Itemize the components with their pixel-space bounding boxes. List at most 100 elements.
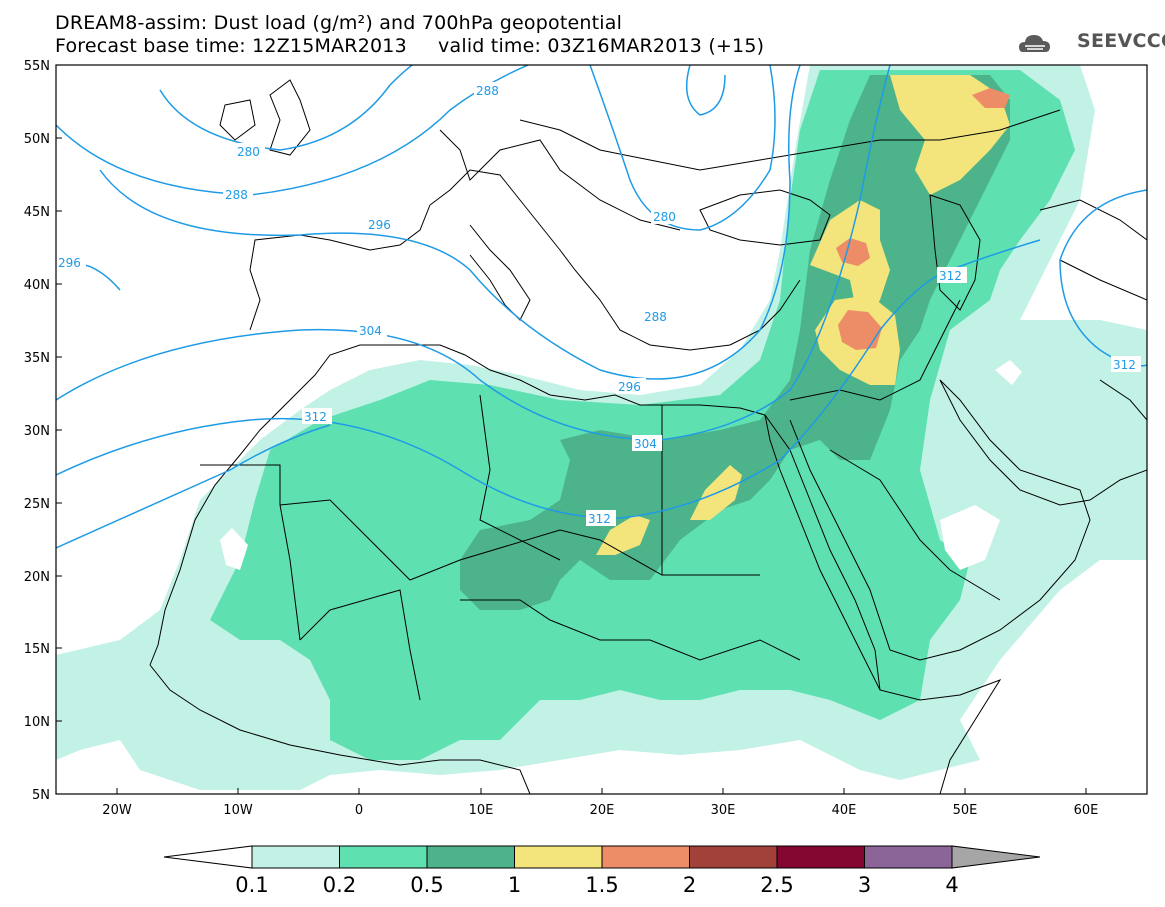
colorbar-level-label: 1 (508, 873, 521, 897)
border-sahel (279, 499, 760, 581)
dust-region-1-north (890, 75, 1010, 195)
contour-label: 280 (237, 145, 260, 159)
lon-tick-label: 10E (469, 803, 494, 818)
lon-tick-label: 0 (355, 803, 363, 818)
iberia-coastline (249, 204, 431, 331)
contour-280-west (159, 65, 414, 151)
contour-label: 296 (368, 218, 391, 232)
contour-296-west (56, 65, 801, 380)
lon-tick-labels: 20W 10W 0 10E 20E 30E 40E 50E 60E (102, 803, 1098, 818)
lat-tick-label: 55N (24, 59, 50, 74)
colorbar-level-label: 1.5 (585, 873, 618, 897)
contour-272-north (685, 65, 726, 116)
colorbar-level-label: 0.2 (323, 873, 356, 897)
europe-coastline (429, 169, 801, 351)
contour-label: 288 (644, 310, 667, 324)
lon-tick-label: 20E (590, 803, 615, 818)
border-west-africa (299, 589, 421, 701)
border-algeria-libya (479, 394, 561, 561)
dust-region-1.5-north (972, 88, 1010, 108)
dust-shading (56, 65, 1147, 790)
lat-tick-label: 5N (32, 788, 50, 803)
lat-tick-label: 40N (24, 278, 50, 293)
lon-tick-label: 30E (711, 803, 736, 818)
lat-tick-label: 25N (24, 497, 50, 512)
colorbar-swatch (251, 845, 340, 869)
lat-tick-label: 30N (24, 424, 50, 439)
contour-label: 288 (476, 84, 499, 98)
contour-label: 312 (588, 512, 611, 526)
lon-tick-label: 20W (102, 803, 132, 818)
lon-tick-label: 60E (1074, 803, 1099, 818)
contour-labels: 288 280 288 296 296 280 312 304 288 296 … (56, 82, 1141, 526)
border-saudi (829, 449, 1001, 601)
colorbar-swatch (339, 845, 428, 869)
lat-tick-label: 45N (24, 205, 50, 220)
colorbar-swatch (601, 845, 690, 869)
gulf-of-guinea-coastline (149, 664, 531, 794)
dust-free-area-arabia (940, 505, 1000, 570)
caspian-coastline (929, 194, 981, 311)
ireland-coastline (219, 99, 256, 141)
colorbar-level-label: 2 (683, 873, 696, 897)
border-europe-east (519, 109, 1061, 171)
colorbar-swatch (689, 845, 778, 869)
dust-region-1.5-iraq (838, 310, 882, 350)
colorbar-arrow-low (163, 845, 253, 869)
contour-label: 288 (225, 188, 248, 202)
contour-label: 312 (304, 410, 327, 424)
forecast-time-line: Forecast base time: 12Z15MAR2013 valid t… (55, 35, 765, 57)
persian-gulf-coastline (939, 379, 1147, 506)
colorbar-level-label: 4 (945, 873, 958, 897)
lat-tick-label: 10N (24, 715, 50, 730)
lat-tick-label: 20N (24, 570, 50, 585)
colorbar-swatch (776, 845, 865, 869)
colorbar-swatch (426, 845, 515, 869)
contour-288-west (56, 65, 530, 196)
colorbar-swatch (864, 845, 953, 869)
colorbar-level-label: 0.1 (235, 873, 268, 897)
colorbar: 0.1 0.2 0.5 1 1.5 2 2.5 3 4 (163, 845, 1041, 897)
dust-free-area-caspian (995, 360, 1022, 385)
contour-label: 312 (1113, 358, 1136, 372)
lat-axis (56, 64, 62, 795)
lon-axis (116, 788, 1087, 794)
black-sea-coastline (699, 189, 831, 246)
border-central-asia (1039, 199, 1147, 421)
logo-text: SEEVCCC (1077, 30, 1165, 52)
contour-label: 296 (618, 380, 641, 394)
border-europe-central (439, 129, 681, 231)
contour-280-east (589, 65, 776, 231)
contour-312-south (56, 424, 331, 549)
lat-tick-labels: 55N 50N 45N 40N 35N 30N 25N 20N 15N 10N … (24, 59, 50, 803)
colorbar-level-label: 0.5 (410, 873, 443, 897)
britain-coastline (269, 79, 311, 156)
lat-tick-label: 15N (24, 642, 50, 657)
border-mauritania (200, 464, 301, 641)
colorbar-arrow-high (951, 845, 1041, 869)
contour-304 (56, 65, 891, 441)
coastlines-and-borders (149, 79, 1147, 794)
lon-tick-label: 10W (223, 803, 253, 818)
contour-label: 280 (653, 210, 676, 224)
border-central-africa (460, 599, 801, 661)
contour-label: 304 (359, 324, 382, 338)
italy-coastline (469, 224, 531, 321)
arabia-coastline (789, 379, 1091, 661)
contour-312 (56, 239, 1041, 519)
map-title: DREAM8-assim: Dust load (g/m²) and 700hP… (55, 12, 623, 34)
border-middle-east (789, 299, 961, 401)
cloud-logo-icon (1019, 35, 1050, 52)
lat-tick-label: 35N (24, 351, 50, 366)
dust-free-area-west-africa (220, 528, 248, 570)
contour-label: 312 (939, 269, 962, 283)
contour-label: 296 (58, 256, 81, 270)
colorbar-swatch (514, 845, 603, 869)
contour-label: 304 (634, 437, 657, 451)
lon-tick-label: 40E (832, 803, 857, 818)
colorbar-level-label: 2.5 (760, 873, 793, 897)
lat-tick-label: 50N (24, 132, 50, 147)
colorbar-level-label: 3 (858, 873, 871, 897)
lon-tick-label: 50E (953, 803, 978, 818)
